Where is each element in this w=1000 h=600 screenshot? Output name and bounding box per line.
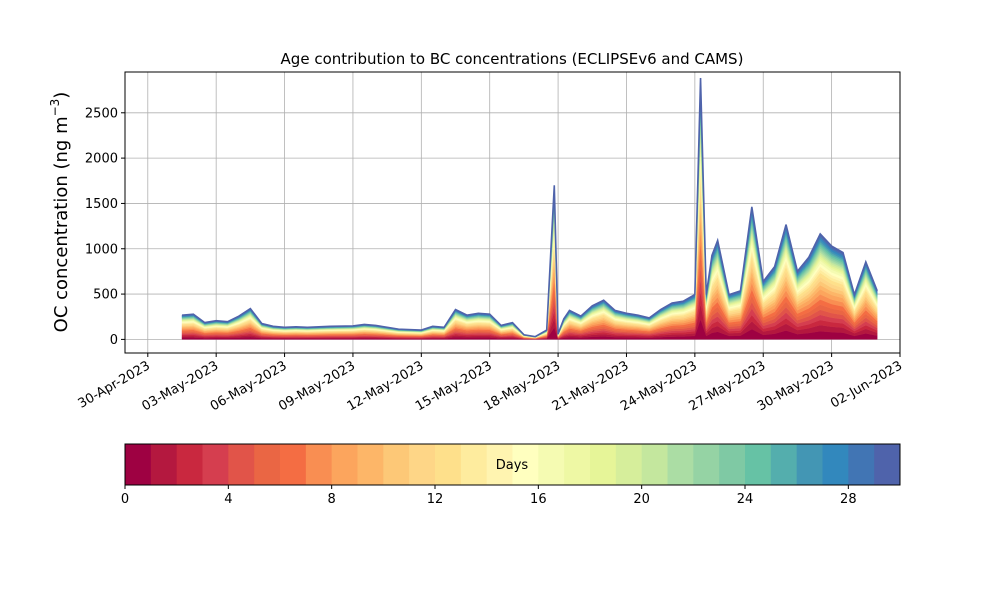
colorbar-cell	[305, 444, 333, 485]
y-axis-label-superscript: −3	[48, 99, 62, 117]
colorbar-cell	[254, 444, 281, 485]
colorbar-cell	[435, 444, 462, 485]
colorbar-cell	[615, 444, 643, 485]
colorbar-cell	[590, 444, 617, 485]
colorbar-frame	[124, 443, 901, 486]
x-tick-label: 02-Jun-2023	[828, 358, 905, 411]
colorbar-cell	[667, 444, 694, 485]
colorbar-cell	[641, 444, 668, 485]
colorbar-cell	[848, 444, 875, 485]
plot-area: 0 500 1000 1500 2000 2500 30-Apr-202303-May-2…	[76, 71, 905, 414]
colorbar-cell	[331, 444, 358, 485]
colorbar-cell	[745, 444, 772, 485]
x-tick-label: 30-May-2023	[755, 358, 837, 414]
colorbar-cell	[460, 444, 488, 485]
y-tick-label: 1000	[85, 242, 118, 257]
stacked-area-series	[181, 77, 878, 340]
colorbar-cell	[202, 444, 229, 485]
colorbar-cell	[822, 444, 849, 485]
colorbar-cell	[383, 444, 410, 485]
y-axis-ticks: 0 500 1000 1500 2000 2500	[85, 106, 125, 348]
colorbar-tick-label: 28	[840, 492, 857, 507]
x-tick-label: 12-May-2023	[345, 358, 427, 414]
colorbar-cell	[693, 444, 720, 485]
x-tick-label: 03-May-2023	[139, 358, 221, 414]
y-tick-label: 2500	[85, 106, 118, 121]
colorbar-cell	[486, 444, 513, 485]
colorbar-tick-label: 16	[530, 492, 547, 507]
colorbar-tick-label: 0	[121, 492, 129, 507]
y-axis-label-close: )	[51, 92, 72, 99]
y-tick-label: 2000	[85, 152, 118, 167]
y-tick-label: 0	[110, 333, 118, 348]
colorbar-ticks: 0 4 8 12 16 20 24 28	[121, 485, 857, 507]
colorbar-tick-label: 24	[737, 492, 754, 507]
colorbar-cell	[874, 444, 901, 485]
colorbar-cell	[357, 444, 384, 485]
colorbar-cells	[125, 444, 901, 485]
total-outline-line	[181, 77, 878, 338]
x-tick-label: 18-May-2023	[481, 358, 563, 414]
x-axis-ticks: 30-Apr-202303-May-202306-May-202309-May-…	[76, 353, 905, 414]
colorbar-tick-label: 8	[328, 492, 336, 507]
colorbar-cell	[125, 444, 152, 485]
x-tick-label: 15-May-2023	[413, 358, 495, 414]
colorbar-cell	[770, 444, 798, 485]
x-tick-label: 06-May-2023	[208, 358, 290, 414]
colorbar-cell	[564, 444, 591, 485]
x-tick-label: 21-May-2023	[550, 358, 632, 414]
colorbar-cell	[150, 444, 178, 485]
colorbar-cell	[176, 444, 203, 485]
colorbar-cell	[719, 444, 746, 485]
y-tick-label: 500	[93, 288, 118, 303]
y-axis-label-main: OC concentration (ng m	[51, 116, 72, 332]
colorbar-cell	[512, 444, 539, 485]
colorbar-cell	[409, 444, 436, 485]
colorbar-cell	[280, 444, 307, 485]
colorbar: Days 0 4 8 12 16 20 24 28	[121, 443, 901, 507]
colorbar-label: Days	[496, 458, 529, 473]
colorbar-tick-label: 20	[633, 492, 650, 507]
chart-title: Age contribution to BC concentrations (E…	[281, 50, 744, 68]
colorbar-tick-label: 12	[427, 492, 444, 507]
colorbar-cell	[228, 444, 255, 485]
colorbar-cell	[538, 444, 565, 485]
y-tick-label: 1500	[85, 197, 118, 212]
x-tick-label: 09-May-2023	[276, 358, 358, 414]
x-tick-label: 27-May-2023	[687, 358, 769, 414]
plot-frame	[124, 71, 901, 354]
y-axis-label: OC concentration (ng m−3)	[48, 92, 72, 333]
x-tick-label: 24-May-2023	[618, 358, 700, 414]
colorbar-cell	[796, 444, 823, 485]
colorbar-tick-label: 4	[224, 492, 232, 507]
